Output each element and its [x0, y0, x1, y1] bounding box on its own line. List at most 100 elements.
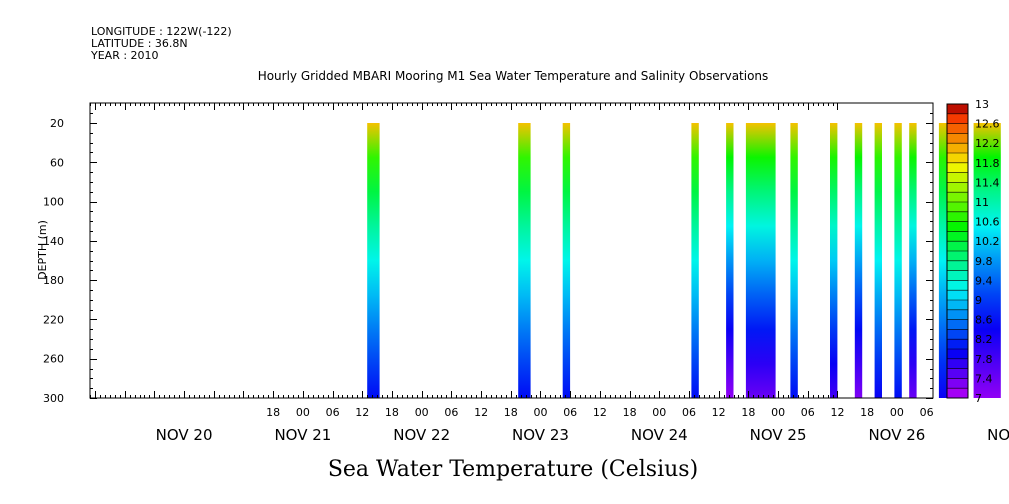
temperature-profile — [938, 123, 949, 398]
temperature-profile — [830, 123, 838, 398]
colorbar-labels: 13 12.6 12.2 11.8 11.4 11 10.6 10.2 9.8 9.4 9 8.6 8.… — [975, 98, 1000, 405]
latitude-label: LATITUDE : 36.8N — [91, 37, 188, 50]
x-day-label: NOV 26 — [868, 426, 925, 444]
colorbar-swatch — [947, 211, 968, 222]
colorbar-swatch — [947, 319, 968, 330]
x-hour-label: 06 — [326, 406, 340, 419]
axis-ticks — [90, 103, 933, 399]
x-hour-label: 12 — [355, 406, 369, 419]
x-hour-label: 18 — [860, 406, 874, 419]
colorbar-label: 11 — [975, 196, 989, 209]
colorbar-swatch — [947, 113, 968, 124]
colorbar-label: 11.8 — [975, 157, 1000, 170]
x-hour-label: 06 — [444, 406, 458, 419]
colorbar-label: 12.2 — [975, 137, 1000, 150]
temperature-profile — [367, 123, 380, 398]
temperature-profile — [790, 123, 798, 398]
x-day-label: NOV 27 — [987, 426, 1009, 444]
temperature-profile — [874, 123, 882, 398]
colorbar — [947, 103, 968, 399]
x-hour-label: 06 — [801, 406, 815, 419]
y-tick-label: 220 — [43, 313, 64, 326]
x-hour-label: 18 — [741, 406, 755, 419]
colorbar-swatch — [947, 339, 968, 350]
x-hour-label: 12 — [474, 406, 488, 419]
x-hour-label: 00 — [534, 406, 548, 419]
temperature-profile — [726, 123, 734, 398]
y-tick-label: 60 — [50, 156, 64, 169]
colorbar-swatch — [947, 221, 968, 232]
x-hour-label: 06 — [682, 406, 696, 419]
colorbar-label: 12.6 — [975, 118, 1000, 131]
colorbar-swatch — [947, 231, 968, 242]
x-hour-label: 00 — [652, 406, 666, 419]
x-hour-label: 12 — [593, 406, 607, 419]
colorbar-swatch — [947, 104, 968, 115]
x-hour-label: 18 — [266, 406, 280, 419]
colorbar-label: 7.4 — [975, 372, 993, 385]
colorbar-label: 9.4 — [975, 274, 993, 287]
colorbar-swatch — [947, 368, 968, 379]
colorbar-swatch — [947, 349, 968, 360]
colorbar-label: 9.8 — [975, 255, 993, 268]
temperature-profile — [691, 123, 699, 398]
y-tick-label: 140 — [43, 235, 64, 248]
year-label: YEAR : 2010 — [90, 49, 159, 62]
y-tick-label: 180 — [43, 274, 64, 287]
temperature-profile — [894, 123, 902, 398]
colorbar-swatch — [947, 153, 968, 164]
x-hour-label: 12 — [831, 406, 845, 419]
colorbar-label: 10.2 — [975, 235, 1000, 248]
colorbar-label: 8.2 — [975, 333, 993, 346]
colorbar-label: 8.6 — [975, 314, 993, 327]
profiles-layer — [367, 123, 1001, 398]
chart-title: Hourly Gridded MBARI Mooring M1 Sea Wate… — [258, 69, 769, 83]
x-hour-label: 06 — [920, 406, 934, 419]
colorbar-swatch — [947, 378, 968, 389]
temperature-profile — [854, 123, 863, 398]
colorbar-swatch — [947, 280, 968, 291]
colorbar-swatch — [947, 309, 968, 320]
y-tick-label: 20 — [50, 117, 64, 130]
colorbar-swatch — [947, 329, 968, 340]
x-hour-label: 00 — [771, 406, 785, 419]
x-hour-label: 00 — [296, 406, 310, 419]
colorbar-label: 10.6 — [975, 216, 1000, 229]
x-tick-labels: 18 00 06 12 18 00 06 12 18 00 06 12 18 00 06 12 18 00 06 12… — [156, 406, 1009, 444]
x-day-label: NOV 21 — [274, 426, 331, 444]
colorbar-swatch — [947, 123, 968, 134]
colorbar-label: 11.4 — [975, 176, 1000, 189]
temperature-profile — [745, 123, 776, 398]
x-hour-label: 18 — [385, 406, 399, 419]
colorbar-label: 7 — [975, 392, 982, 405]
temperature-profile — [518, 123, 531, 398]
colorbar-label: 13 — [975, 98, 989, 111]
x-axis-label: Sea Water Temperature (Celsius) — [328, 457, 698, 482]
colorbar-frame — [946, 103, 969, 399]
temperature-profile — [973, 123, 1001, 398]
colorbar-swatch — [947, 251, 968, 262]
y-tick-label: 300 — [43, 392, 64, 405]
colorbar-swatch — [947, 192, 968, 203]
x-hour-label: 18 — [623, 406, 637, 419]
colorbar-swatch — [947, 202, 968, 213]
colorbar-swatch — [947, 162, 968, 173]
y-tick-label: 260 — [43, 353, 64, 366]
colorbar-swatch — [947, 290, 968, 301]
y-tick-labels: 20 60 100 140 180 220 260 300 — [43, 117, 64, 405]
x-hour-label: 18 — [504, 406, 518, 419]
x-day-label: NOV 25 — [750, 426, 807, 444]
y-axis-label: DEPTH (m) — [36, 220, 49, 280]
x-hour-label: 00 — [890, 406, 904, 419]
x-hour-label: 00 — [415, 406, 429, 419]
temperature-profile — [562, 123, 571, 398]
temperature-profile — [909, 123, 917, 398]
colorbar-swatch — [947, 143, 968, 154]
x-day-label: NOV 22 — [393, 426, 450, 444]
x-hour-label: 12 — [712, 406, 726, 419]
colorbar-swatch — [947, 270, 968, 281]
longitude-label: LONGITUDE : 122W(-122) — [91, 25, 232, 38]
colorbar-swatch — [947, 133, 968, 144]
